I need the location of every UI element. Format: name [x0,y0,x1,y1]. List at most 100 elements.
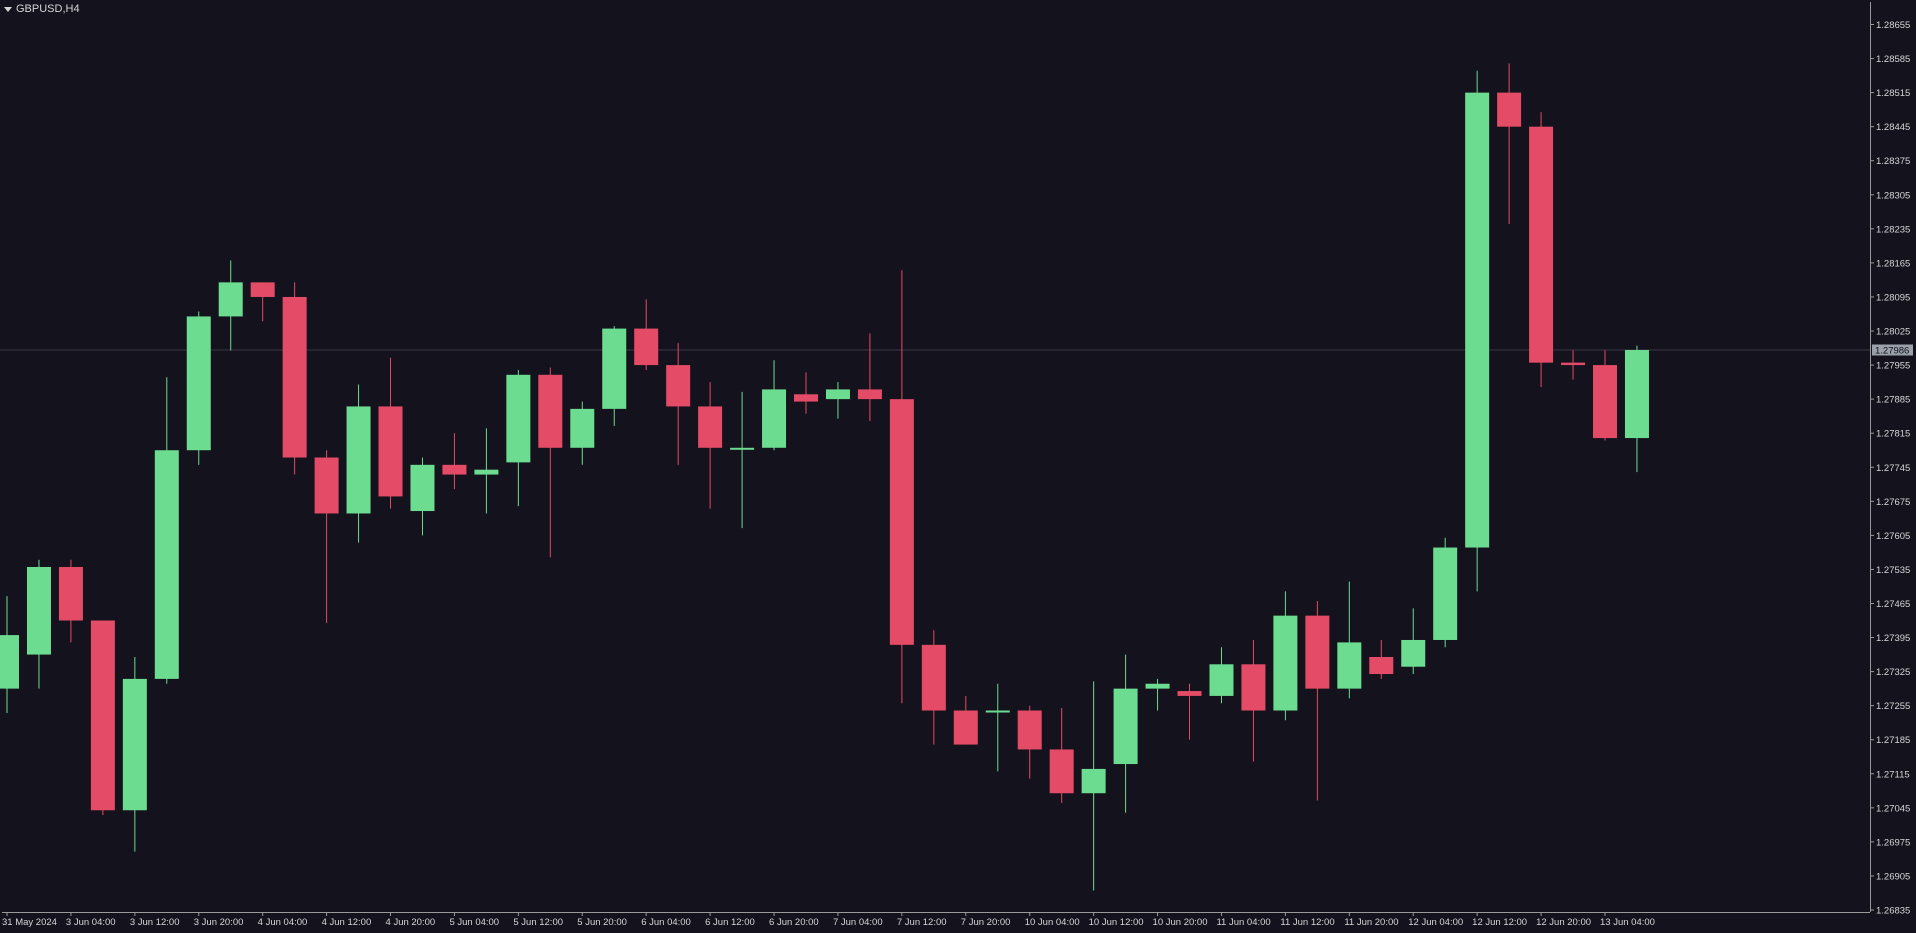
x-tick-label: 7 Jun 12:00 [897,917,947,928]
candle [825,382,850,419]
candle [1241,639,1266,762]
bull-candle-body [1145,683,1170,689]
candle [666,343,691,465]
candle [250,282,275,322]
x-tick-label: 5 Jun 12:00 [513,917,563,928]
bear-candle-body [250,282,275,297]
candle [570,401,595,465]
bull-candle-body [474,469,499,475]
candle [1177,683,1202,740]
bull-candle-body [1465,92,1490,548]
candle [378,357,403,509]
y-tick-label: 1.28165 [1876,258,1910,269]
bull-candle-body [602,328,627,409]
candle [857,333,882,422]
x-tick-label: 6 Jun 12:00 [705,917,755,928]
bull-candle-body [570,408,595,448]
bull-candle-body [410,464,435,512]
candle [953,695,978,745]
bear-candle-body [1241,664,1266,711]
candle [698,382,723,509]
candle [1017,705,1042,779]
x-tick-label: 31 May 2024 [2,917,57,928]
candle [1529,112,1554,387]
candle [985,683,1010,772]
candle [1433,537,1458,648]
x-tick-label: 11 Jun 12:00 [1280,917,1334,928]
candle [538,367,563,558]
bear-candle-body [1497,92,1522,127]
candle [1273,591,1298,721]
bull-candle-body [186,316,211,451]
bear-candle-body [953,710,978,745]
chart-title[interactable]: GBPUSD,H4 [4,3,80,15]
bear-candle-body [1529,126,1554,363]
bear-candle-body [1593,365,1617,439]
y-tick-label: 1.27325 [1876,667,1910,678]
y-tick-label: 1.28655 [1876,20,1910,31]
y-tick-label: 1.28585 [1876,54,1910,65]
x-tick-label: 7 Jun 20:00 [961,917,1011,928]
x-tick-label: 6 Jun 20:00 [769,917,819,928]
x-tick-label: 5 Jun 20:00 [577,917,627,928]
x-tick-label: 4 Jun 04:00 [258,917,308,928]
candle [1305,601,1330,801]
bear-candle-body [1049,749,1074,794]
candle [314,450,339,623]
bull-candle-body [985,710,1010,713]
y-tick-label: 1.27045 [1876,803,1910,814]
symbol-timeframe-label: GBPUSD,H4 [16,3,80,15]
bull-candle-body [1401,639,1426,667]
bull-candle-body [1113,688,1138,765]
y-tick-label: 1.27535 [1876,565,1910,576]
bear-candle-body [794,394,818,402]
candle [1593,350,1617,441]
bear-candle-body [1561,362,1586,366]
current-price-label: 1.27986 [1875,345,1909,356]
y-tick-label: 1.27185 [1876,735,1910,746]
bear-candle-body [889,399,914,645]
bear-candle-body [698,406,723,448]
bear-candle-body [442,464,467,475]
y-tick-label: 1.27815 [1876,429,1910,440]
x-tick-label: 12 Jun 20:00 [1536,917,1591,928]
y-tick-label: 1.28375 [1876,156,1910,167]
x-tick-label: 3 Jun 04:00 [66,917,116,928]
x-tick-label: 6 Jun 04:00 [641,917,691,928]
y-tick-label: 1.27745 [1876,463,1910,474]
y-tick-label: 1.27395 [1876,633,1910,644]
x-tick-label: 4 Jun 12:00 [322,917,372,928]
x-tick-label: 7 Jun 04:00 [833,917,883,928]
candle [1049,708,1074,803]
candle [921,630,946,745]
y-tick-label: 1.28305 [1876,190,1910,201]
chevron-down-icon[interactable] [4,6,12,12]
bear-candle-body [282,296,307,458]
candle [122,657,147,852]
candle [1561,350,1586,380]
candle [26,559,51,689]
y-tick-label: 1.27675 [1876,497,1910,508]
bear-candle-body [666,365,691,407]
time-axis-labels: 31 May 2024 3 Jun 04:00 3 Jun 12:00 3 Jun 2… [2,912,1655,928]
candle [634,299,659,370]
candle [186,311,211,465]
candle [794,372,818,414]
candle [1465,70,1490,592]
candle [602,326,627,426]
y-tick-label: 1.26975 [1876,837,1910,848]
y-tick-label: 1.27605 [1876,531,1910,542]
y-tick-label: 1.28515 [1876,88,1910,99]
price-axis-labels: 1.28655 1.28585 1.28515 1.28445 1.28375 1.283… [1870,20,1910,917]
y-tick-label: 1.27255 [1876,701,1910,712]
x-tick-label: 13 Jun 04:00 [1600,917,1655,928]
bull-candle-body [825,389,850,400]
x-tick-label: 3 Jun 12:00 [130,917,180,928]
x-tick-label: 12 Jun 04:00 [1408,917,1463,928]
candle [889,270,914,704]
candle [1145,678,1170,711]
candle [1369,639,1394,679]
x-tick-label: 5 Jun 04:00 [449,917,499,928]
candle [730,391,755,529]
